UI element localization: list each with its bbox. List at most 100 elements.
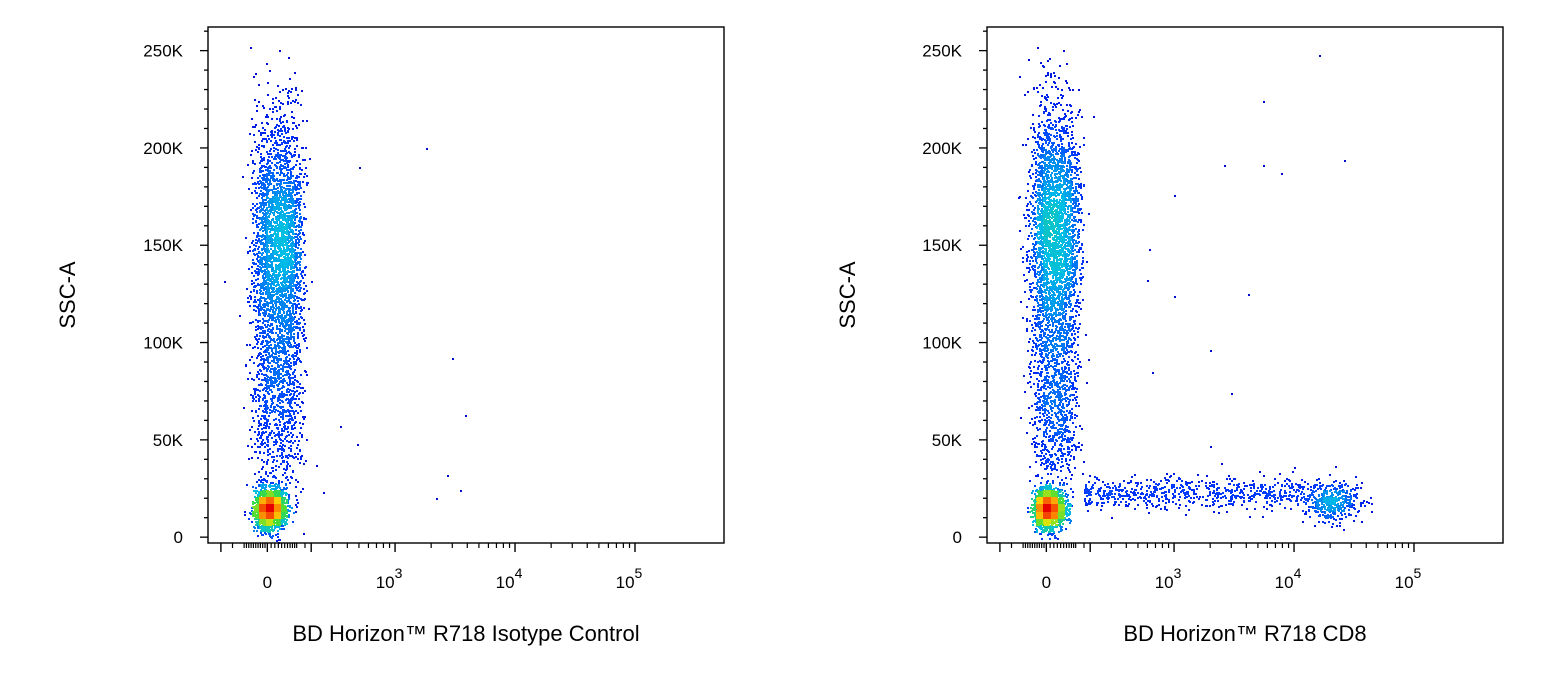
event-dot — [272, 111, 274, 113]
event-dot — [283, 335, 285, 337]
event-dot — [297, 322, 299, 324]
event-dot — [279, 332, 281, 334]
event-dot — [263, 288, 265, 290]
event-dot — [289, 228, 291, 230]
event-dot — [267, 524, 269, 526]
event-dot — [281, 302, 283, 304]
event-dot — [278, 321, 280, 323]
event-dot — [275, 233, 277, 235]
event-dot — [275, 140, 277, 142]
event-dot — [293, 278, 295, 280]
event-dot — [251, 426, 253, 428]
event-dot — [298, 318, 300, 320]
event-dot — [267, 178, 269, 180]
event-dot — [289, 374, 291, 376]
event-dot — [285, 295, 287, 297]
event-dot — [260, 437, 262, 439]
event-dot — [281, 130, 283, 132]
event-dot — [295, 229, 297, 231]
event-dot — [288, 391, 290, 393]
event-dot — [281, 239, 283, 241]
event-dot — [264, 138, 266, 140]
event-dot — [299, 264, 301, 266]
event-dot — [267, 308, 269, 310]
event-dot — [263, 358, 265, 360]
event-dot — [283, 268, 285, 270]
event-dot — [266, 187, 268, 189]
event-dot — [297, 247, 299, 249]
event-dot — [285, 436, 287, 438]
event-dot — [278, 337, 280, 339]
event-dot — [276, 404, 278, 406]
event-dot — [291, 116, 293, 118]
event-dot — [265, 354, 267, 356]
event-dot — [285, 293, 287, 295]
event-dot — [265, 199, 267, 201]
event-dot — [258, 338, 260, 340]
event-dot — [274, 377, 276, 379]
event-dot — [287, 92, 289, 94]
event-dot — [298, 297, 300, 299]
event-dot — [293, 257, 295, 259]
event-dot — [273, 520, 275, 522]
event-dot — [266, 438, 268, 440]
event-dot — [279, 393, 281, 395]
event-dot — [282, 460, 284, 462]
event-dot — [258, 195, 260, 197]
event-dot — [295, 511, 297, 513]
event-dot — [261, 253, 263, 255]
event-dot — [279, 539, 281, 541]
event-dot — [270, 389, 272, 391]
event-dot — [282, 415, 284, 417]
event-dot — [279, 193, 281, 195]
event-dot — [252, 486, 254, 488]
event-dot — [271, 238, 273, 240]
event-dot — [283, 379, 285, 381]
event-dot — [271, 219, 273, 221]
event-dot — [262, 340, 264, 342]
event-dot — [284, 197, 286, 199]
event-dot — [256, 146, 258, 148]
event-dot — [283, 506, 285, 508]
event-dot — [248, 518, 250, 520]
event-dot — [298, 256, 300, 258]
event-dot — [281, 320, 283, 322]
event-dot — [267, 381, 269, 383]
event-dot — [271, 281, 273, 283]
event-dot — [266, 334, 268, 336]
event-dot — [288, 399, 290, 401]
event-dot — [291, 436, 293, 438]
event-dot — [279, 402, 281, 404]
event-dot — [300, 374, 302, 376]
event-dot — [452, 358, 454, 360]
event-dot — [281, 133, 283, 135]
event-dot — [273, 356, 275, 358]
event-dot — [267, 356, 269, 358]
event-dot — [255, 301, 257, 303]
event-dot — [286, 515, 288, 517]
event-dot — [293, 318, 295, 320]
event-dot — [257, 177, 259, 179]
event-dot — [262, 201, 264, 203]
event-dot — [258, 431, 260, 433]
event-dot — [290, 245, 292, 247]
event-dot — [259, 332, 261, 334]
event-dot — [266, 463, 268, 465]
event-dot — [260, 203, 262, 205]
event-dot — [273, 338, 275, 340]
event-dot — [280, 139, 282, 141]
event-dot — [265, 116, 267, 118]
event-dot — [267, 444, 269, 446]
event-dot — [271, 302, 273, 304]
event-dot — [281, 179, 283, 181]
event-dot — [274, 374, 276, 376]
event-dot — [268, 190, 270, 192]
event-dot — [277, 449, 279, 451]
event-dot — [269, 362, 271, 364]
event-dot — [303, 234, 305, 236]
event-dot — [259, 169, 261, 171]
event-dot — [275, 165, 277, 167]
event-dot — [259, 292, 261, 294]
event-dot — [258, 484, 260, 486]
event-dot — [272, 332, 274, 334]
